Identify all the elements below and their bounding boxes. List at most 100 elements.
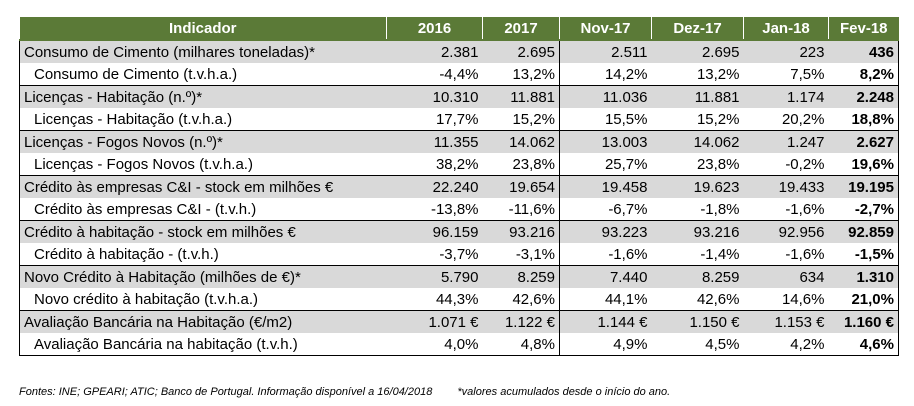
cell-value: 13.003 — [559, 130, 652, 153]
sources-note: Fontes: INE; GPEARI; ATIC; Banco de Port… — [19, 386, 433, 398]
cell-value: -3,7% — [439, 245, 479, 263]
row-label: Avaliação Bancária na Habitação (€/m2) — [19, 310, 387, 333]
cell-value: -6,7% — [559, 198, 652, 221]
cumulative-note: *valores acumulados desde o início do an… — [457, 386, 671, 398]
cell-value: 19.623 — [651, 175, 744, 198]
cell-value: -1,8% — [700, 200, 740, 218]
cell-value: 44,1% — [559, 288, 652, 311]
cell-value: 19.458 — [559, 175, 652, 198]
cell-value: 11.036 — [559, 85, 652, 108]
cell-value: 38,2% — [435, 155, 479, 173]
row-label: Licenças - Habitação (t.v.h.a.) — [19, 108, 387, 131]
cell-value: 1.247 — [743, 130, 829, 153]
cell-value: 42,6% — [696, 290, 740, 308]
cell-value: 19.433 — [743, 175, 829, 198]
cell-value: 23,8% — [696, 155, 740, 173]
table-row: Consumo de Cimento (milhares toneladas)*… — [19, 39, 899, 63]
cell-value: 4,6% — [828, 333, 899, 356]
cell-value: 93.216 — [482, 220, 560, 243]
cell-value: 1.144 € — [559, 310, 652, 333]
cell-value: 4,0% — [386, 333, 483, 356]
cell-value: -1,6% — [785, 245, 825, 263]
cell-value: 223 — [743, 39, 829, 63]
cell-value: -13,8% — [430, 200, 479, 218]
cell-value: 20,2% — [781, 110, 825, 128]
cell-value: 436 — [828, 39, 899, 63]
cell-value: 15,5% — [559, 108, 652, 131]
cell-value: 13,2% — [696, 65, 740, 83]
cell-value: 634 — [743, 265, 829, 288]
row-label: Crédito às empresas C&I - (t.v.h.) — [19, 198, 387, 221]
cell-value: 4,9% — [559, 333, 652, 356]
table-header-row: Indicador 2016 2017 Nov-17 Dez-17 Jan-18… — [19, 17, 899, 41]
cell-value: 13,2% — [512, 65, 555, 83]
cell-value: 2.248 — [828, 85, 899, 108]
row-label: Crédito à habitação - (t.v.h.) — [19, 243, 387, 266]
row-label: Licenças - Fogos Novos (t.v.h.a.) — [19, 153, 387, 176]
table-row: Crédito às empresas C&I - (t.v.h.) -13,8… — [19, 198, 899, 221]
cell-value: 8,2% — [828, 63, 899, 86]
cell-value: 1.160 € — [828, 310, 899, 333]
cell-value: 11.881 — [651, 85, 744, 108]
cell-value: 2.627 — [828, 130, 899, 153]
cell-value: 92.859 — [828, 220, 899, 243]
cell-value: 96.159 — [386, 220, 483, 243]
row-label: Licenças - Fogos Novos (n.º)* — [19, 130, 387, 153]
cell-value: -1,6% — [785, 200, 825, 218]
table-row: Licenças - Fogos Novos (n.º)* 11.355 14.… — [19, 130, 899, 153]
header-col-2017: 2017 — [482, 17, 560, 41]
cell-value: 19.654 — [482, 175, 560, 198]
table-row: Licenças - Fogos Novos (t.v.h.a.) 38,2% … — [19, 153, 899, 176]
cell-value: -0,2% — [785, 155, 825, 173]
cell-value: 2.511 — [559, 39, 652, 63]
cell-value: 19,6% — [828, 153, 899, 176]
cell-value: 11.881 — [482, 85, 560, 108]
table-row: Licenças - Habitação (t.v.h.a.) 17,7% 15… — [19, 108, 899, 131]
cell-value: 19.195 — [828, 175, 899, 198]
row-label: Consumo de Cimento (milhares toneladas)* — [19, 39, 387, 63]
cell-value: 10.310 — [386, 85, 483, 108]
cell-value: 15,2% — [512, 110, 555, 128]
indicator-table: Indicador 2016 2017 Nov-17 Dez-17 Jan-18… — [19, 17, 899, 356]
cell-value: 1.174 — [743, 85, 829, 108]
cell-value: -2,7% — [828, 198, 899, 221]
cell-value: 14,2% — [559, 63, 652, 86]
row-label: Consumo de Cimento (t.v.h.a.) — [19, 63, 387, 86]
header-col-fev18: Fev-18 — [828, 17, 899, 41]
table-row: Crédito à habitação - stock em milhões €… — [19, 220, 899, 243]
table-row: Novo crédito à habitação (t.v.h.a.) 44,3… — [19, 288, 899, 311]
cell-value: 5.790 — [386, 265, 483, 288]
cell-value: 92.956 — [743, 220, 829, 243]
cell-value: -1,5% — [828, 243, 899, 266]
cell-value: 42,6% — [512, 290, 555, 308]
cell-value: 93.223 — [559, 220, 652, 243]
cell-value: 25,7% — [559, 153, 652, 176]
cell-value: 8.259 — [482, 265, 560, 288]
cell-value: 2.695 — [651, 39, 744, 63]
table-footnote: Fontes: INE; GPEARI; ATIC; Banco de Port… — [19, 386, 692, 398]
header-col-nov17: Nov-17 — [559, 17, 652, 41]
cell-value: 1.153 € — [743, 310, 829, 333]
cell-value: 14,6% — [781, 290, 825, 308]
cell-value: 23,8% — [512, 155, 555, 173]
cell-value: 21,0% — [828, 288, 899, 311]
table-row: Crédito às empresas C&I - stock em milhõ… — [19, 175, 899, 198]
cell-value: 14.062 — [482, 130, 560, 153]
cell-value: -4,4% — [439, 65, 479, 83]
cell-value: 11.355 — [386, 130, 483, 153]
cell-value: -1,6% — [559, 243, 652, 266]
cell-value: -3,1% — [515, 245, 555, 263]
header-col-2016: 2016 — [386, 17, 483, 41]
row-label: Novo Crédito à Habitação (milhões de €)* — [19, 265, 387, 288]
header-col-dez17: Dez-17 — [651, 17, 744, 41]
cell-value: 2.695 — [482, 39, 560, 63]
table-row: Licenças - Habitação (n.º)* 10.310 11.88… — [19, 85, 899, 108]
cell-value: 1.071 € — [386, 310, 483, 333]
table-row: Crédito à habitação - (t.v.h.) -3,7% -3,… — [19, 243, 899, 266]
table-row: Avaliação Bancária na Habitação (€/m2) 1… — [19, 310, 899, 333]
cell-value: 4,8% — [482, 333, 560, 356]
cell-value: 8.259 — [651, 265, 744, 288]
header-indicator: Indicador — [19, 17, 387, 41]
table-row: Novo Crédito à Habitação (milhões de €)*… — [19, 265, 899, 288]
row-label: Avaliação Bancária na habitação (t.v.h.) — [19, 333, 387, 356]
